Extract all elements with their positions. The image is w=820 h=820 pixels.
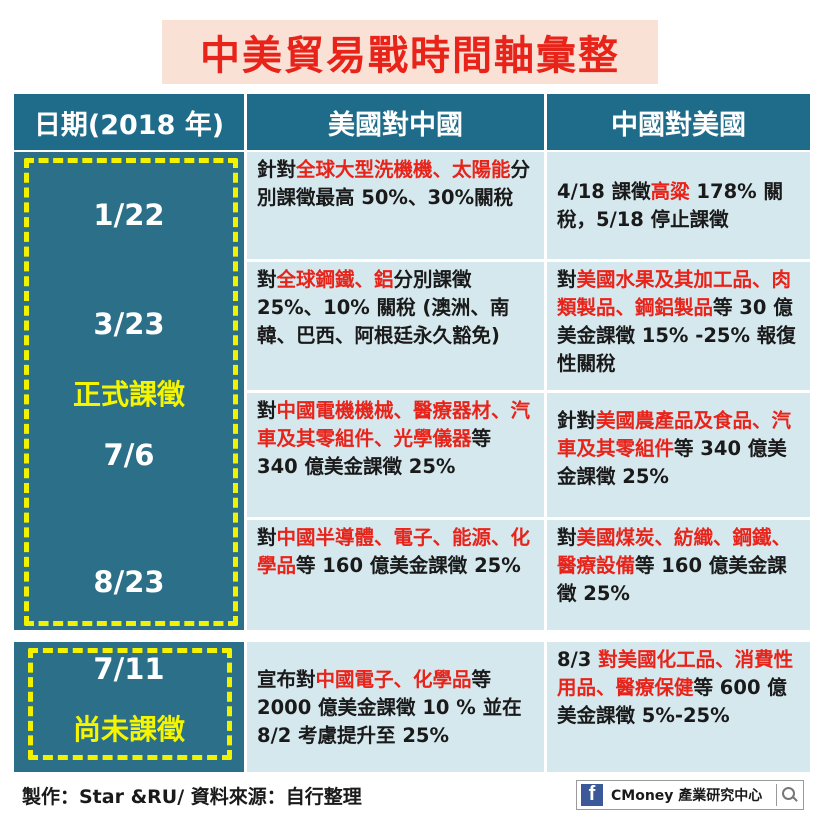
date-1-22: 1/22 [93,198,165,232]
cell-text: 對 [557,268,577,291]
header-date: 日期(2018 年) [14,94,244,150]
cell-us-3-23: 對全球鋼鐵、鋁分別課徵 25%、10% 關稅 (澳洲、南韓、巴西、阿根廷永久豁免… [247,262,544,390]
header-china-vs-us: 中國對美國 [547,94,810,150]
highlight-text: 中國電子、化學品 [315,668,472,691]
cell-text: 8/3 [557,648,599,671]
status-formal: 正式課徵 [72,378,185,411]
date-8-23: 8/23 [93,565,165,599]
cell-text: 等 30 億美金課徵 15% -25% 報復性關稅 [557,296,796,375]
highlight-text: 對美國化工品、消費性用品、醫療保健 [557,648,794,699]
cell-us-7-6: 對中國電機機械、醫療器材、汽車及其零組件、光學儀器等 340 億美金課徵 25% [247,393,544,517]
search-icon[interactable] [776,784,799,806]
cell-text: 對 [257,268,277,291]
footer-credit: 製作：Star &RU/ 資料來源：自行整理 [22,786,362,808]
cell-text: 對 [257,526,277,549]
cell-text: 178% 關稅，5/18 停止課徵 [557,180,783,231]
date-7-6: 7/6 [103,438,155,472]
highlight-text: 高粱 [650,180,690,203]
date-column-pending [14,642,244,772]
cell-us-1-22: 針對全球大型洗機機、太陽能分別課徵最高 50%、30%關稅 [247,152,544,259]
brand-text: CMoney 產業研究中心 [611,788,763,804]
cell-text: 等 2000 億美金課徵 10 % 並在 8/2 考慮提升至 25% [257,668,522,747]
cell-text: 針對 [257,158,297,181]
cell-text: 等 600 億美金課徵 5%-25% [557,676,787,727]
status-pending: 尚未課徵 [72,713,185,746]
cell-text: 宣布對 [257,668,316,691]
cell-us-8-23: 對中國半導體、電子、能源、化學品等 160 億美金課徵 25% [247,520,544,630]
facebook-icon[interactable]: f [581,783,603,806]
date-7-11: 7/11 [93,652,165,686]
title-banner: 中美貿易戰時間軸彙整 [162,20,658,84]
cell-text: 對 [557,526,577,549]
highlight-text: 中國半導體、電子、能源、化學品 [257,526,531,577]
highlight-text: 美國水果及其加工品、肉類製品、鋼鋁製品 [557,268,792,319]
highlight-text: 美國煤炭、紡織、鋼鐵、醫療設備 [557,526,792,577]
cell-text: 等 160 億美金課徵 25% [296,554,521,577]
cell-text: 分別課徵最高 50%、30%關稅 [257,158,531,209]
page-title: 中美貿易戰時間軸彙整 [200,33,620,79]
cell-text: 等 160 億美金課徵 25% [557,554,787,605]
formal-dashed-frame [24,158,238,626]
cell-cn-7-6: 針對美國農產品及食品、汽車及其零組件等 340 億美金課徵 25% [547,393,810,517]
highlight-text: 美國農產品及食品、汽車及其零組件 [557,409,792,460]
highlight-text: 全球鋼鐵、鋁 [276,268,394,291]
cell-text: 分別課徵 25%、10% 關稅 (澳洲、南韓、巴西、阿根廷永久豁免) [257,268,510,347]
cmoney-brand-badge[interactable]: f CMoney 產業研究中心 [576,780,804,810]
date-column-formal [14,152,244,630]
cell-text: 對 [257,399,277,422]
cell-text: 4/18 課徵 [557,180,651,203]
cell-text: 等 340 億美金課徵 25% [557,437,787,488]
cell-cn-3-23: 對美國水果及其加工品、肉類製品、鋼鋁製品等 30 億美金課徵 15% -25% … [547,262,810,390]
pending-dashed-frame [28,648,232,760]
cell-cn-7-11: 8/3 對美國化工品、消費性用品、醫療保健等 600 億美金課徵 5%-25% [547,642,810,772]
cell-text: 針對 [557,409,597,432]
cell-text: 等 340 億美金課徵 25% [257,427,492,478]
highlight-text: 中國電機機械、醫療器材、汽車及其零組件、光學儀器 [257,399,531,450]
cell-cn-8-23: 對美國煤炭、紡織、鋼鐵、醫療設備等 160 億美金課徵 25% [547,520,810,630]
header-us-vs-china: 美國對中國 [247,94,544,150]
cell-us-7-11: 宣布對中國電子、化學品等 2000 億美金課徵 10 % 並在 8/2 考慮提升… [247,642,544,772]
date-3-23: 3/23 [93,307,165,341]
highlight-text: 全球大型洗機機、太陽能 [296,158,511,181]
cell-cn-1-22: 4/18 課徵高粱 178% 關稅，5/18 停止課徵 [547,152,810,259]
